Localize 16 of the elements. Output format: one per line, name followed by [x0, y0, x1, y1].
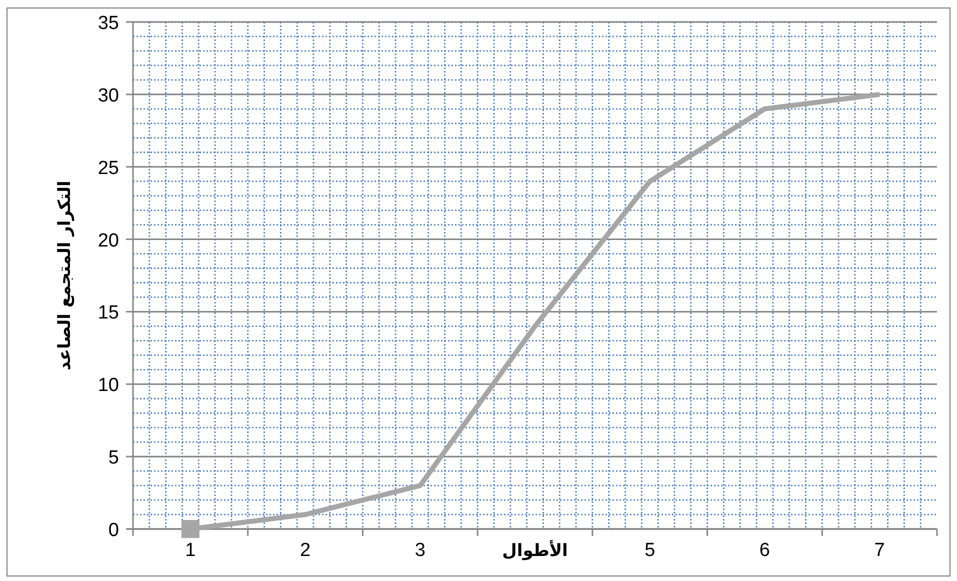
x-axis-title: الأطوال [502, 539, 568, 561]
y-tick-label: 30 [98, 85, 119, 106]
x-tick-label: 6 [759, 540, 770, 561]
y-tick-label: 10 [98, 375, 119, 396]
y-tick-label: 15 [98, 302, 119, 324]
y-tick-label: 0 [108, 520, 119, 541]
x-tick-label: 2 [300, 540, 311, 561]
y-tick-label: 20 [98, 230, 119, 252]
y-tick-label: 25 [98, 158, 119, 179]
y-tick-label: 35 [98, 13, 119, 34]
y-tick-label: 5 [108, 448, 119, 469]
y-axis-title: التكرار المتجمع الصاعد [55, 180, 75, 370]
x-tick-label: 3 [414, 540, 426, 561]
x-tick-label: 5 [644, 540, 656, 561]
x-tick-label: 1 [185, 540, 196, 561]
x-tick-label: 7 [874, 540, 885, 561]
